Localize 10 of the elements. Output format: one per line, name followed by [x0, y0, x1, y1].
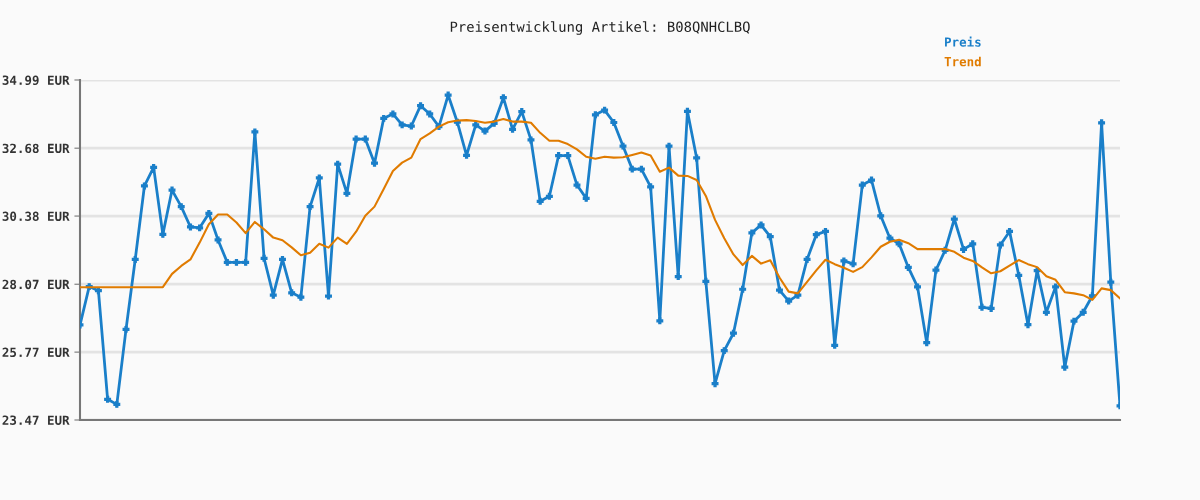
chart-title: Preisentwicklung Artikel: B08QNHCLBQ — [450, 21, 750, 35]
text: Trend — [944, 56, 981, 67]
y-tick-label: 28.07 EUR — [2, 279, 70, 290]
text: Preis — [945, 36, 981, 47]
y-tick-label: 30.38 EUR — [2, 211, 70, 221]
y-tick-label: 34.99 EUR — [2, 75, 70, 85]
y-tick-label: 32.68 EUR — [2, 143, 70, 154]
y-tick-label: 23.47 EUR — [2, 415, 70, 425]
line-series — [80, 117, 1120, 301]
y-tick-label: 25.77 EUR — [2, 347, 70, 358]
